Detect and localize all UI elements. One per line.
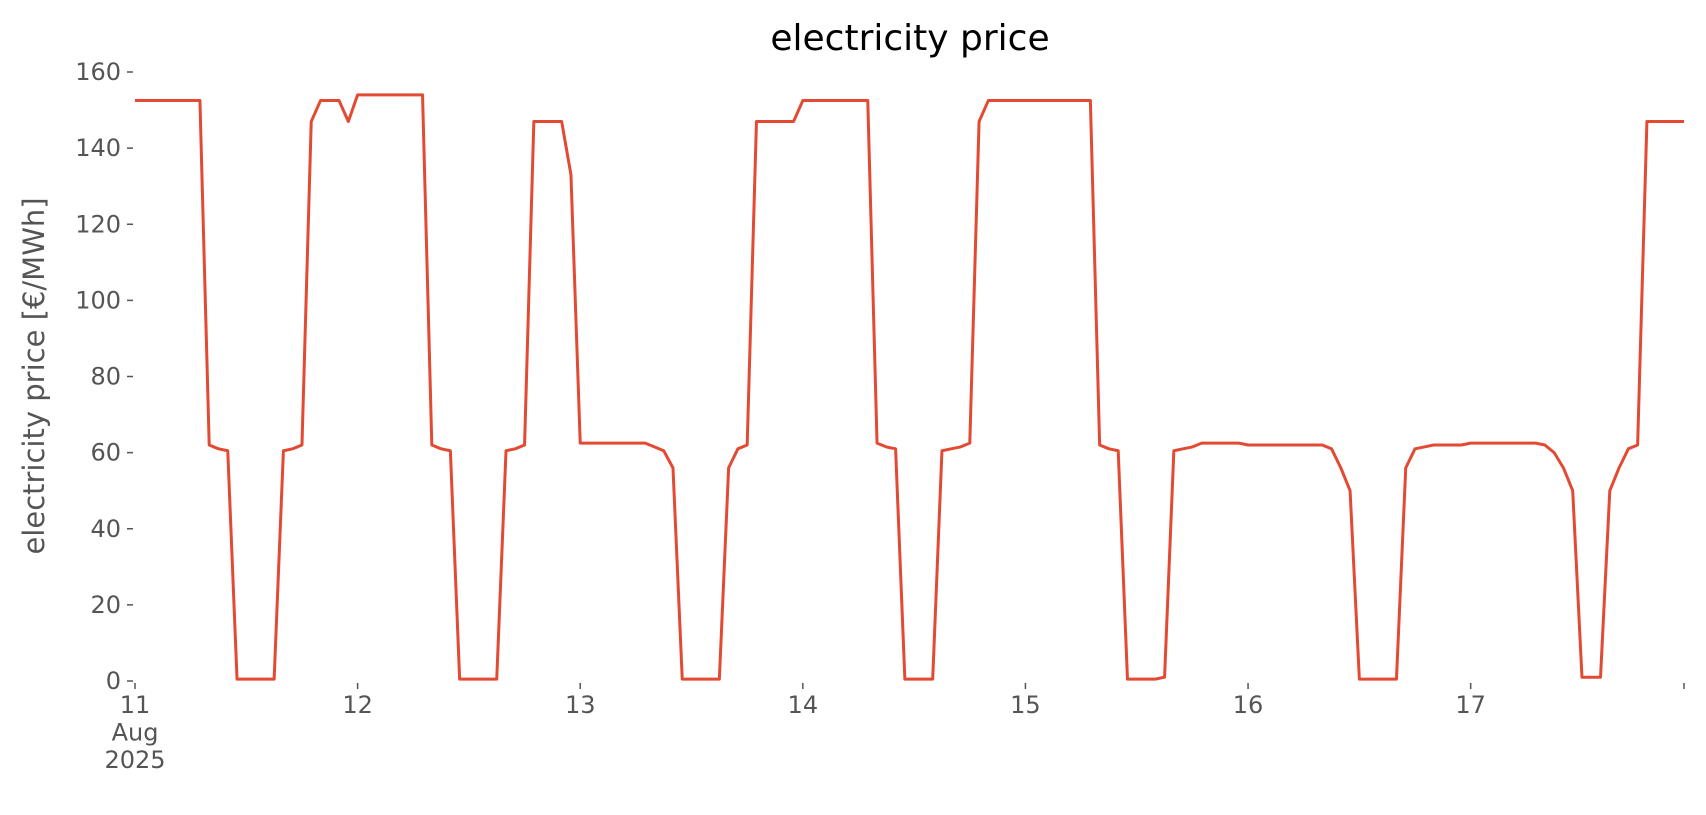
y-tick-label: 20 xyxy=(90,591,121,619)
y-tick-label: 160 xyxy=(75,58,121,86)
price-line xyxy=(135,93,1684,681)
y-tick-label: 140 xyxy=(75,134,121,162)
y-tick-label: 40 xyxy=(90,515,121,543)
x-tick-label: 16 xyxy=(1233,691,1264,719)
y-tick-label: 120 xyxy=(75,210,121,238)
x-tick-label: 15 xyxy=(1010,691,1041,719)
x-tick-label: 11 Aug 2025 xyxy=(104,691,165,774)
y-axis-label: electricity price [€/MWh] xyxy=(17,197,51,554)
x-tick-label: 17 xyxy=(1455,691,1486,719)
chart-title: electricity price xyxy=(770,18,1049,59)
x-tick-label: 12 xyxy=(342,691,373,719)
y-tick-label: 80 xyxy=(90,363,121,391)
y-tick-label: 100 xyxy=(75,286,121,314)
y-tick-label: 60 xyxy=(90,439,121,467)
y-tick-label: 0 xyxy=(106,667,121,695)
x-tick-label: 14 xyxy=(788,691,819,719)
x-tick-label: 13 xyxy=(565,691,596,719)
